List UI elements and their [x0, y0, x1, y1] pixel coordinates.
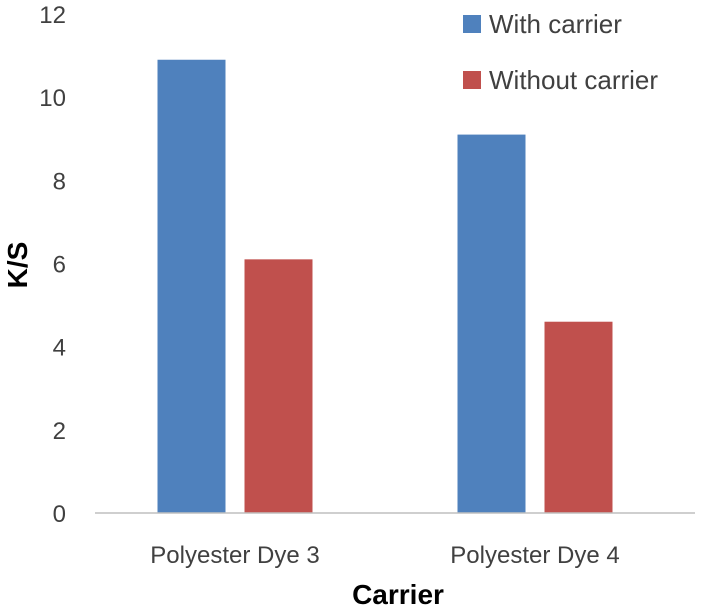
x-tick-label: Polyester Dye 3: [150, 542, 319, 569]
legend-swatch: [463, 15, 481, 33]
legend-label: Without carrier: [489, 65, 658, 95]
y-tick-label: 8: [53, 168, 66, 195]
x-axis-title: Carrier: [352, 579, 444, 610]
y-tick-label: 4: [53, 335, 66, 362]
legend-label: With carrier: [489, 9, 622, 39]
bar: [457, 134, 526, 513]
y-tick-label: 0: [53, 501, 66, 528]
bar: [544, 321, 613, 513]
y-tick-label: 2: [53, 418, 66, 445]
y-tick-labels: 0 2 4 6 8 10 12: [39, 2, 66, 528]
legend-swatch: [463, 71, 481, 89]
y-tick-label: 6: [53, 252, 66, 279]
y-axis-title: K/S: [2, 242, 33, 289]
y-tick-label: 12: [39, 2, 66, 29]
legend: With carrier Without carrier: [463, 9, 658, 95]
bar: [157, 59, 226, 513]
y-tick-label: 10: [39, 85, 66, 112]
bars-layer: [157, 59, 613, 513]
x-tick-labels: Polyester Dye 3 Polyester Dye 4: [150, 542, 619, 569]
bar: [244, 259, 313, 513]
x-tick-label: Polyester Dye 4: [450, 542, 619, 569]
